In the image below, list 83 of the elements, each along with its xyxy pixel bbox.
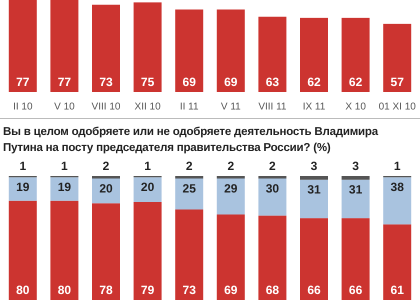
bar (258, 16, 286, 92)
data-label: 20 (99, 181, 113, 196)
bar (383, 24, 412, 92)
data-label: 29 (224, 181, 238, 196)
data-label: 73 (99, 75, 113, 89)
x-tick-label: II 11 (180, 102, 199, 112)
bar (134, 2, 162, 92)
data-label: 77 (16, 75, 30, 89)
data-label: 63 (266, 75, 280, 89)
bar (383, 177, 412, 224)
data-label: 19 (16, 180, 30, 194)
bar (8, 0, 37, 92)
data-label: 1 (61, 159, 68, 173)
data-label: 62 (307, 75, 321, 89)
data-label: 80 (16, 283, 30, 297)
data-label: 80 (58, 283, 72, 297)
bar (342, 180, 370, 218)
data-label: 1 (19, 159, 26, 173)
bar (134, 177, 162, 202)
bar (175, 178, 204, 210)
bar (134, 202, 162, 300)
bar (216, 214, 245, 300)
data-label: 77 (58, 75, 72, 89)
x-tick-label: IX 11 (302, 102, 326, 112)
bar (300, 18, 328, 92)
x-tick-label: XII 10 (134, 102, 162, 112)
data-label: 68 (266, 283, 280, 297)
bar (342, 18, 370, 92)
bar (300, 218, 328, 300)
bar (383, 224, 412, 300)
data-label: 66 (307, 283, 321, 297)
x-tick-label: X 10 (345, 102, 366, 112)
data-label: 19 (58, 180, 72, 194)
bar (92, 203, 120, 300)
bar (50, 0, 78, 92)
data-label: 79 (140, 283, 155, 297)
data-label: 20 (140, 180, 155, 194)
data-label: 38 (390, 180, 404, 194)
bar (175, 209, 204, 300)
bar (8, 200, 37, 300)
data-label: 1 (394, 159, 401, 173)
data-label: 2 (227, 159, 234, 173)
bar (300, 180, 328, 218)
data-label: 73 (182, 283, 196, 297)
bar (216, 178, 245, 214)
x-tick-label: V 10 (54, 102, 76, 112)
bar (50, 177, 78, 201)
data-label: 75 (140, 75, 155, 89)
x-tick-label: VIII 10 (92, 102, 121, 112)
data-label: 69 (224, 75, 238, 89)
bar (258, 178, 286, 216)
bar (92, 4, 120, 92)
data-label: 78 (99, 283, 113, 297)
bar (50, 200, 78, 300)
bar (342, 218, 370, 300)
x-tick-label: 01 XI 10 (378, 102, 416, 112)
bar (175, 10, 204, 92)
bar (8, 177, 37, 201)
bar (300, 176, 328, 180)
data-label: 25 (182, 181, 196, 196)
data-label: 1 (144, 159, 152, 173)
data-label: 69 (224, 283, 238, 297)
data-label: 31 (307, 182, 321, 197)
data-label: 2 (269, 159, 276, 173)
x-tick-label: V 11 (220, 102, 242, 112)
bar (342, 176, 370, 180)
data-label: 66 (348, 283, 363, 297)
data-label: 61 (390, 283, 404, 297)
chart-title: Вы в целом одобряете или не одобряете деятельность Владимира Путина на посту председателя правительства России? (%) (3, 125, 380, 156)
bar (216, 10, 245, 92)
data-label: 30 (266, 181, 280, 196)
data-label: 2 (186, 159, 193, 173)
data-label: 3 (310, 159, 318, 173)
x-tick-label: II 10 (13, 102, 33, 112)
bar (92, 178, 120, 204)
data-label: 31 (348, 182, 363, 197)
x-tick-label: VIII 11 (258, 102, 287, 112)
data-label: 69 (182, 75, 196, 89)
data-label: 2 (102, 159, 110, 173)
data-label: 57 (390, 75, 404, 89)
data-label: 62 (348, 75, 363, 89)
data-label: 3 (352, 159, 360, 173)
bar (258, 216, 286, 300)
